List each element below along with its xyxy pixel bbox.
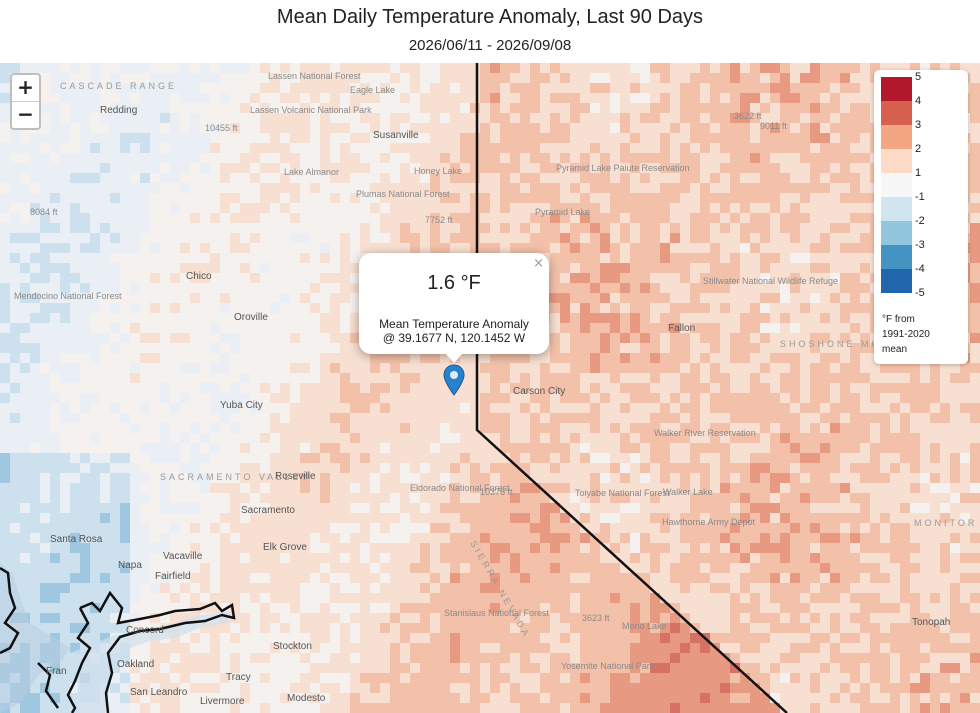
feature-label: Walker River Reservation <box>654 428 756 438</box>
region-label: SHOSHONE MOUNTAINS <box>780 339 941 349</box>
place-label: Oakland <box>117 659 154 670</box>
region-label: SACRAMENTO VALLEY <box>160 472 310 482</box>
location-marker-icon[interactable] <box>443 364 465 396</box>
place-label: Tonopah <box>912 617 950 628</box>
legend-label: 1 <box>915 167 922 179</box>
place-label: Fran <box>46 666 67 677</box>
popup-location: @ 39.1677 N, 120.1452 W <box>382 331 526 345</box>
feature-label: Pyramid Lake <box>535 207 590 217</box>
place-label: Stockton <box>273 641 312 652</box>
legend-swatch <box>881 125 912 149</box>
feature-label: Stillwater National Wildlife Refuge <box>703 276 838 286</box>
place-label: Roseville <box>275 471 316 482</box>
feature-label: Stanislaus National Forest <box>444 608 550 618</box>
place-label: Redding <box>100 105 137 116</box>
feature-label: Lake Almanor <box>284 167 339 177</box>
legend-label: -4 <box>915 263 925 275</box>
bay-water <box>70 611 230 713</box>
elevation-label: 9011 ft <box>760 121 787 131</box>
elevation-label: 8084 ft <box>30 207 58 217</box>
place-label: Sacramento <box>241 505 295 516</box>
elevation-label: 3622 ft <box>734 111 762 121</box>
legend-swatch <box>881 197 912 221</box>
state-border <box>475 63 788 713</box>
place-label: Modesto <box>287 693 326 704</box>
feature-label: Mono Lake <box>622 621 667 631</box>
bay-shoreline <box>0 566 20 655</box>
feature-label: Honey Lake <box>414 166 462 176</box>
value-popup: × 1.6 °F Mean Temperature Anomaly @ 39.1… <box>359 253 549 354</box>
feature-label: Pyramid Lake Paiute Reservation <box>556 163 690 173</box>
bay-shoreline-east <box>79 590 236 713</box>
feature-label: Eldorado National Forest <box>410 483 510 493</box>
feature-label: Hawthorne Army Depot <box>662 517 756 527</box>
feature-label: Plumas National Forest <box>356 189 450 199</box>
legend-label: -1 <box>915 191 925 203</box>
place-label: Napa <box>118 560 142 571</box>
place-label: Tracy <box>226 672 251 683</box>
legend-swatch <box>881 101 912 125</box>
place-label: Fairfield <box>155 571 191 582</box>
legend-label: 3 <box>915 119 922 131</box>
place-label: Concord <box>126 625 164 636</box>
zoom-in-button[interactable]: + <box>17 75 34 99</box>
legend: 5 4 3 2 1 -1 -2 -3 -4 -5 °F from 1991-20… <box>874 70 968 364</box>
place-label: Elk Grove <box>263 542 307 553</box>
place-label: Fallon <box>668 323 695 334</box>
place-label: Vacaville <box>163 551 203 562</box>
legend-swatch <box>881 77 912 101</box>
zoom-control: + − <box>10 73 41 130</box>
feature-label: Mendocino National Forest <box>14 291 122 301</box>
legend-swatch <box>881 245 912 269</box>
region-label: CASCADE RANGE <box>60 81 177 91</box>
bay-shoreline-west <box>66 607 92 713</box>
popup-tip <box>445 353 463 363</box>
popup-value: 1.6 °F <box>427 272 481 294</box>
bay-peninsula <box>37 662 60 709</box>
place-label: Oroville <box>234 312 268 323</box>
date-range: 2026/06/11 - 2026/09/08 <box>408 37 572 54</box>
map-canvas[interactable]: CASCADE RANGE SACRAMENTO VALLEY SIERRA N… <box>0 63 980 713</box>
feature-label: Yosemite National Park <box>561 661 655 671</box>
legend-swatch <box>881 221 912 245</box>
legend-label: -3 <box>915 239 925 251</box>
feature-label: Lassen National Forest <box>268 71 361 81</box>
map-title: Mean Daily Temperature Anomaly, Last 90 … <box>276 6 704 28</box>
zoom-out-button[interactable]: − <box>12 101 39 128</box>
legend-label: -2 <box>915 215 925 227</box>
place-label: Susanville <box>373 130 419 141</box>
place-label: Santa Rosa <box>50 534 103 545</box>
legend-unit-line: °F from <box>882 314 915 325</box>
legend-swatch <box>881 269 912 293</box>
close-icon[interactable]: × <box>533 256 544 271</box>
place-label: San Leandro <box>130 687 188 698</box>
place-label: Chico <box>186 271 212 282</box>
elevation-label: 3623 ft <box>582 613 610 623</box>
legend-label: 5 <box>915 71 922 83</box>
feature-label: Lassen Volcanic National Park <box>250 105 372 115</box>
popup-label: Mean Temperature Anomaly <box>379 317 529 331</box>
elevation-label: 10376 ft <box>480 487 513 497</box>
legend-swatch <box>881 149 912 173</box>
legend-label: -5 <box>915 287 925 299</box>
elevation-label: 10455 ft <box>205 123 238 133</box>
place-label: Livermore <box>200 696 245 707</box>
legend-swatch <box>881 173 912 197</box>
feature-label: Eagle Lake <box>350 85 395 95</box>
legend-unit-line: 1991-2020 <box>882 329 930 340</box>
legend-label: 2 <box>915 143 922 155</box>
feature-label: Toiyabe National Forest <box>575 488 670 498</box>
anomaly-grid <box>0 63 980 713</box>
feature-label: Walker Lake <box>663 487 713 497</box>
legend-unit-line: mean <box>882 344 908 355</box>
elevation-label: 7752 ft <box>425 215 453 225</box>
anomaly-map[interactable]: CASCADE RANGE SACRAMENTO VALLEY SIERRA N… <box>0 63 980 713</box>
region-label: MONITOR <box>914 518 977 528</box>
legend-unit: °F from 1991-2020 mean <box>882 312 962 357</box>
bay-coastline <box>0 563 70 713</box>
legend-label: 4 <box>915 95 922 107</box>
place-label: Carson City <box>513 386 565 397</box>
place-label: Yuba City <box>220 400 263 411</box>
